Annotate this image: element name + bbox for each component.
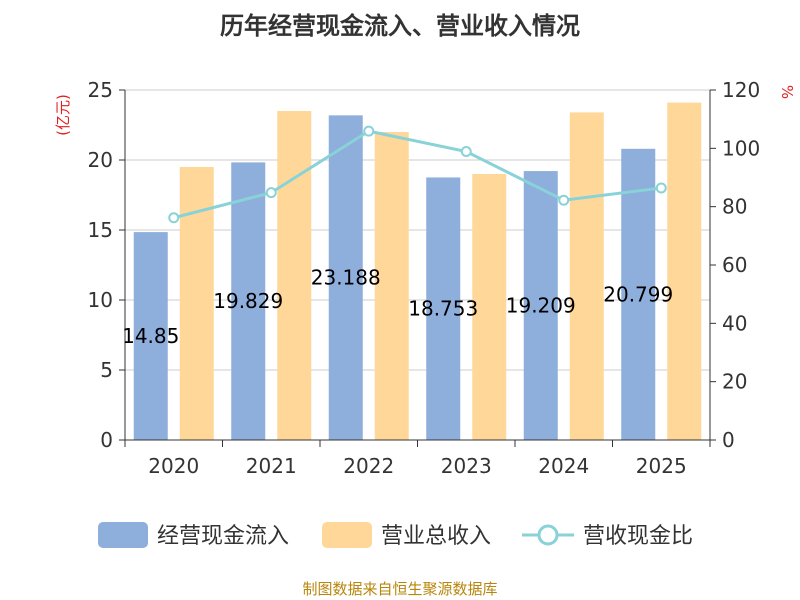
left-tick-label: 15 (88, 218, 113, 242)
data-label-cash-inflow: 20.799 (603, 282, 673, 306)
right-tick-label: 100 (722, 136, 760, 160)
bar-revenue (569, 112, 604, 441)
right-tick-label: 60 (722, 253, 747, 277)
right-tick-label: 80 (722, 195, 747, 219)
bar-revenue (374, 132, 409, 440)
x-tick-label: 2022 (343, 454, 394, 478)
grid-lines (125, 89, 710, 371)
ratio-line-path (173, 129, 662, 220)
ratio-point (363, 125, 375, 137)
ratio-point (460, 146, 472, 158)
x-tick-label: 2021 (246, 454, 297, 478)
ratio-point (558, 194, 570, 206)
bar-cash-inflow (426, 177, 461, 440)
legend-label-cash-inflow: 经营现金流入 (157, 524, 289, 549)
legend-swatch-revenue (322, 522, 372, 548)
data-label-cash-inflow: 23.188 (311, 266, 381, 290)
bar-cash-inflow (523, 171, 558, 440)
bars (133, 102, 702, 441)
bar-revenue (472, 174, 507, 440)
data-label-cash-inflow: 19.829 (213, 289, 283, 313)
ratio-point (168, 212, 180, 224)
bar-cash-inflow (133, 232, 168, 440)
left-tick-label: 0 (100, 428, 113, 452)
x-tick-label: 2025 (636, 454, 687, 478)
right-axis-unit: % (778, 85, 796, 99)
bar-revenue (277, 111, 312, 440)
x-tick-label: 2024 (538, 454, 589, 478)
right-tick-label: 20 (722, 370, 747, 394)
ratio-line (168, 125, 667, 224)
data-label-cash-inflow: 19.209 (506, 294, 576, 318)
legend-label-revenue: 营业总收入 (381, 524, 491, 549)
data-label-cash-inflow: 18.753 (408, 297, 478, 321)
x-tick-label: 2020 (148, 454, 199, 478)
legend-label-ratio: 营收现金比 (583, 524, 693, 549)
right-tick-label: 0 (722, 428, 735, 452)
bar-cash-inflow (328, 115, 363, 441)
left-axis-unit: (亿元) (54, 94, 72, 136)
ratio-point (655, 182, 667, 194)
bar-cash-inflow (621, 148, 656, 440)
data-label-cash-inflow: 14.85 (122, 324, 179, 348)
source-note: 制图数据来自恒生聚源数据库 (302, 580, 498, 598)
legend-marker-ratio (537, 524, 559, 546)
x-tick-label: 2023 (441, 454, 492, 478)
bar-cash-inflow (231, 162, 266, 441)
left-tick-label: 5 (100, 358, 113, 382)
left-tick-label: 20 (88, 148, 113, 172)
legend-swatch-cash-inflow (98, 522, 148, 548)
legend: 经营现金流入 营业总收入 营收现金比 (98, 522, 693, 549)
right-tick-label: 40 (722, 311, 747, 335)
chart-title: 历年经营现金流入、营业收入情况 (220, 12, 580, 40)
right-tick-label: 120 (722, 78, 760, 102)
left-tick-label: 10 (88, 288, 113, 312)
left-tick-label: 25 (88, 78, 113, 102)
bar-revenue (667, 102, 702, 440)
data-labels: 14.85 19.829 23.188 18.753 19.209 20.799 (122, 266, 673, 348)
ratio-point (265, 187, 277, 199)
